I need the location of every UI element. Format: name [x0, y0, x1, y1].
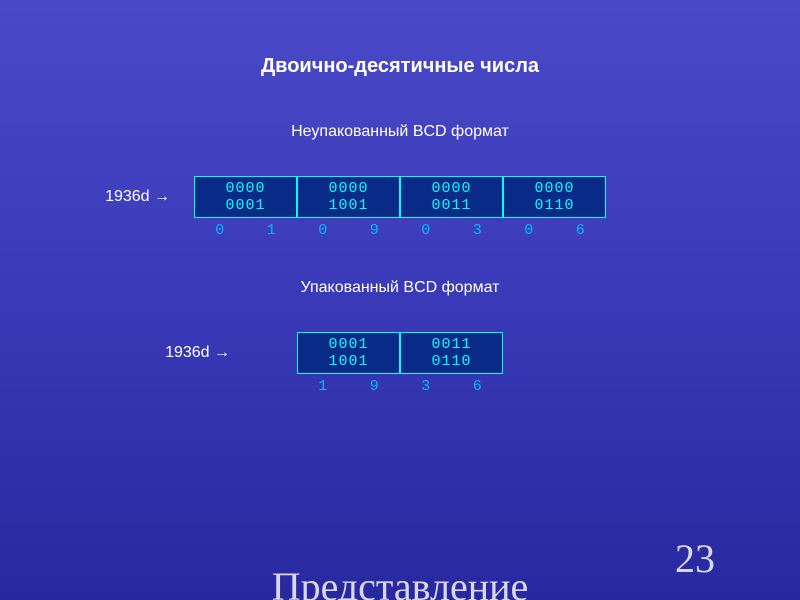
bcd-cell: 0001 1001: [297, 332, 400, 374]
bcd-digit: 9: [349, 378, 401, 395]
bcd-cell: 0000 0011: [400, 176, 503, 218]
unpacked-digits: 01090306: [0, 222, 800, 239]
unpacked-cells: 0000 00010000 10010000 00110000 0110: [194, 176, 606, 218]
unpacked-label: Неупакованный BCD формат: [0, 123, 800, 141]
bcd-digit-pair: 36: [400, 378, 503, 395]
bcd-digit-pair: 09: [297, 222, 400, 239]
packed-input: 1936d →: [0, 344, 230, 362]
bcd-digit: 1: [297, 378, 349, 395]
bcd-digit: 6: [555, 222, 607, 239]
unpacked-input: 1936d →: [0, 188, 170, 206]
packed-label: Упакованный BCD формат: [0, 279, 800, 297]
bcd-cell: 0000 0110: [503, 176, 606, 218]
packed-digits: 1936: [0, 378, 800, 395]
page-title: Двоично-десятичные числа: [0, 0, 800, 78]
bcd-digit: 3: [452, 222, 504, 239]
bcd-digit: 6: [452, 378, 504, 395]
bcd-cell: 0011 0110: [400, 332, 503, 374]
bcd-digit-pair: 01: [194, 222, 297, 239]
bcd-digit: 1: [246, 222, 298, 239]
bcd-cell: 0000 1001: [297, 176, 400, 218]
page-number: 23: [675, 535, 715, 582]
bcd-digit: 0: [400, 222, 452, 239]
bcd-cell: 0000 0001: [194, 176, 297, 218]
bcd-digit-pair: 03: [400, 222, 503, 239]
bcd-digit-pair: 19: [297, 378, 400, 395]
bcd-digit: 0: [297, 222, 349, 239]
bcd-digit-pair: 06: [503, 222, 606, 239]
packed-cells: 0001 10010011 0110: [297, 332, 503, 374]
bcd-digit: 9: [349, 222, 401, 239]
bcd-digit: 0: [503, 222, 555, 239]
bcd-digit: 3: [400, 378, 452, 395]
bcd-digit: 0: [194, 222, 246, 239]
